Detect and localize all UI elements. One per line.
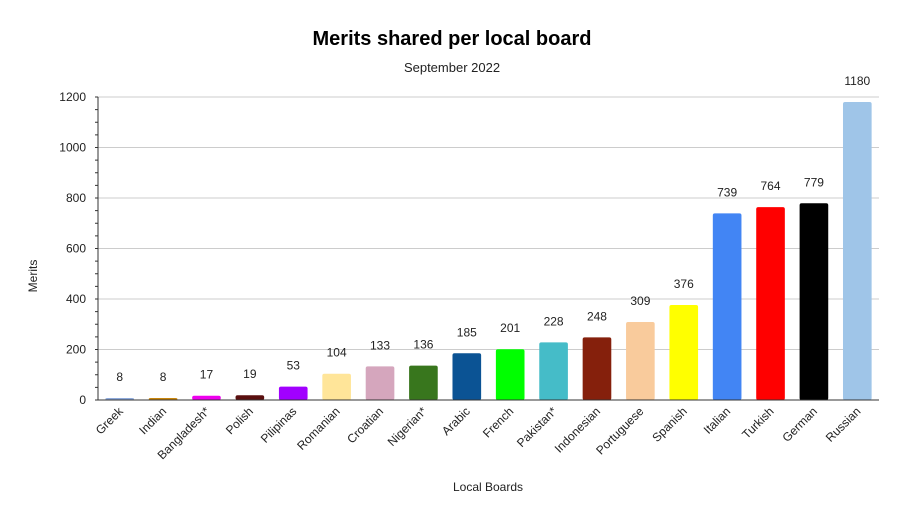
x-tick-label: Greek bbox=[93, 404, 127, 438]
data-label: 53 bbox=[287, 359, 301, 373]
y-tick-label: 1200 bbox=[59, 90, 86, 104]
x-tick-label: Portuguese bbox=[593, 404, 647, 458]
y-tick-label: 400 bbox=[66, 292, 86, 306]
bar bbox=[105, 397, 135, 400]
data-label: 764 bbox=[761, 179, 781, 193]
bar bbox=[235, 395, 265, 400]
x-tick-label: Romanian bbox=[294, 404, 343, 453]
data-label: 376 bbox=[674, 277, 694, 291]
data-label: 779 bbox=[804, 175, 824, 189]
data-label: 17 bbox=[200, 368, 214, 382]
data-label: 19 bbox=[243, 367, 257, 381]
bar bbox=[365, 366, 395, 400]
x-axis-label: Local Boards bbox=[453, 480, 523, 494]
bars-group: 8 8 17 19 53 104 133 136 185 201 228 248 309 376 739 76… bbox=[105, 74, 872, 401]
y-tick-label: 600 bbox=[66, 242, 86, 256]
bar bbox=[322, 373, 351, 400]
x-tick-label: German bbox=[779, 404, 820, 445]
chart-title: Merits shared per local board bbox=[313, 28, 592, 50]
bar bbox=[452, 353, 482, 400]
data-label: 228 bbox=[544, 314, 564, 328]
bar bbox=[148, 397, 178, 400]
x-tick-label: Polish bbox=[223, 404, 256, 437]
x-tick-label: French bbox=[480, 404, 516, 440]
chart-subtitle: September 2022 bbox=[404, 60, 500, 75]
y-tick-label: 0 bbox=[79, 393, 86, 407]
bar bbox=[582, 337, 612, 400]
x-tick-label: Turkish bbox=[739, 404, 776, 441]
x-tick-label: Arabic bbox=[439, 404, 473, 438]
y-axis-label: Merits bbox=[26, 260, 40, 293]
data-label: 201 bbox=[500, 321, 520, 335]
bar bbox=[278, 386, 308, 400]
bar bbox=[192, 395, 221, 400]
bar bbox=[539, 342, 568, 400]
data-label: 1180 bbox=[844, 74, 870, 88]
x-tick-label: Spanish bbox=[649, 404, 690, 445]
bar bbox=[495, 349, 525, 400]
bar bbox=[842, 102, 872, 401]
bar bbox=[409, 365, 438, 400]
x-tick-label: Italian bbox=[701, 404, 734, 437]
x-tick-label: Russian bbox=[823, 404, 864, 445]
data-label: 739 bbox=[717, 185, 737, 199]
x-tick-label: Croatian bbox=[344, 404, 386, 446]
x-tick-label: Indian bbox=[136, 404, 169, 437]
data-label: 185 bbox=[457, 325, 477, 339]
bar bbox=[756, 207, 785, 400]
bar bbox=[799, 203, 829, 400]
x-tick-label: Pilipinas bbox=[258, 404, 300, 446]
data-label: 8 bbox=[160, 370, 167, 384]
data-label: 136 bbox=[413, 338, 433, 352]
y-tick-label: 800 bbox=[66, 191, 86, 205]
data-label: 133 bbox=[370, 338, 390, 352]
data-label: 104 bbox=[327, 346, 347, 360]
x-tick-label: Nigerian* bbox=[385, 404, 430, 449]
bar bbox=[712, 213, 742, 400]
gridlines bbox=[98, 96, 879, 350]
y-tick-label: 200 bbox=[66, 343, 86, 357]
bar bbox=[669, 305, 699, 400]
data-label: 309 bbox=[630, 294, 650, 308]
bar bbox=[626, 321, 655, 400]
data-label: 8 bbox=[116, 370, 123, 384]
data-label: 248 bbox=[587, 309, 607, 323]
y-tick-label: 1000 bbox=[59, 141, 86, 155]
